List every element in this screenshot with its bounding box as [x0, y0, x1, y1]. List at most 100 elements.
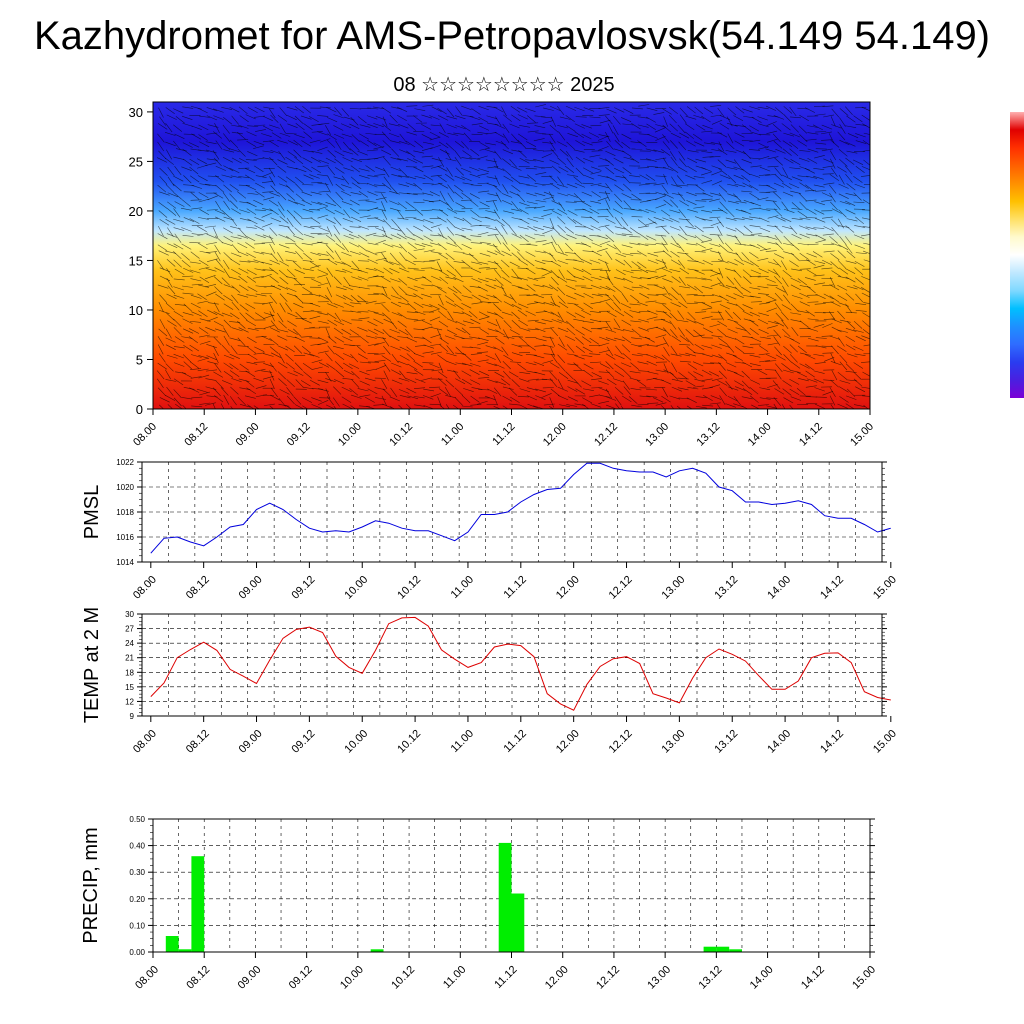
wind-vector: [157, 387, 166, 397]
wind-vector: [645, 174, 656, 181]
y-tick-label: 20: [129, 204, 143, 219]
wind-vector: [774, 388, 785, 395]
wind-vector: [182, 292, 194, 295]
wind-vector: [349, 344, 361, 347]
wind-vector: [534, 250, 546, 254]
wind-vector: [188, 336, 198, 344]
wind-vector: [527, 378, 539, 381]
wind-vector: [493, 106, 504, 113]
wind-vector: [799, 252, 809, 260]
wind-vector: [614, 167, 625, 174]
wind-vector: [478, 267, 490, 269]
y-tick-label: 12: [125, 697, 134, 706]
wind-vector: [382, 140, 392, 149]
wind-vector: [487, 302, 499, 304]
wind-vector: [869, 226, 870, 228]
wind-vector: [390, 278, 401, 283]
wind-vector: [790, 242, 800, 251]
wind-vector: [766, 334, 779, 337]
wind-vector: [679, 107, 688, 117]
wind-vector: [477, 232, 489, 236]
wind-vector: [173, 294, 185, 299]
wind-vector: [663, 346, 670, 357]
wind-vector: [765, 173, 777, 176]
wind-vector: [214, 328, 226, 333]
wind-vector: [566, 404, 578, 407]
wind-vector: [287, 320, 297, 327]
wind-vector: [229, 312, 240, 320]
wind-vector: [413, 218, 425, 222]
wind-vector: [749, 157, 761, 160]
wind-vector: [382, 312, 391, 321]
wind-vector: [190, 376, 202, 379]
wind-vector: [822, 259, 833, 266]
wind-vector: [413, 353, 425, 358]
x-tick-label: 09.12: [290, 574, 318, 602]
wind-vector: [191, 184, 203, 189]
wind-vector: [655, 234, 667, 237]
wind-vector: [813, 353, 825, 357]
wind-vector: [406, 227, 415, 236]
wind-vector: [671, 276, 681, 284]
wind-vector: [205, 149, 217, 154]
wind-vector: [542, 336, 554, 339]
wind-vector: [767, 384, 778, 388]
y-tick-label: 18: [125, 668, 134, 677]
wind-vector: [375, 239, 386, 245]
wind-vector: [733, 372, 745, 378]
wind-vector: [350, 251, 361, 255]
wind-vector: [742, 361, 753, 368]
wind-vector: [158, 328, 168, 337]
wind-vector: [254, 368, 266, 372]
wind-vector: [582, 276, 593, 282]
wind-vector: [246, 336, 257, 344]
wind-vector: [741, 159, 753, 164]
wind-vector: [615, 252, 627, 258]
wind-vector: [292, 261, 302, 269]
wind-vector: [495, 319, 501, 330]
wind-vector: [365, 200, 377, 203]
wind-vector: [741, 396, 753, 400]
wind-vector: [495, 380, 506, 386]
wind-vector: [309, 315, 321, 320]
wind-vector: [333, 406, 337, 409]
wind-vector: [518, 182, 530, 186]
wind-vector: [606, 311, 617, 318]
wind-vector: [422, 225, 433, 232]
wind-vector: [469, 116, 481, 121]
wind-vector: [301, 140, 311, 147]
wind-vector: [359, 124, 371, 128]
wind-vector: [295, 123, 305, 131]
wind-vector: [783, 114, 792, 123]
wind-vector: [382, 242, 394, 248]
wind-vector: [861, 166, 870, 171]
wind-vector: [733, 269, 742, 278]
wind-vector: [445, 261, 455, 269]
wind-vector: [701, 378, 713, 381]
y-tick-label: 1022: [116, 458, 134, 467]
wind-vector: [239, 157, 250, 164]
wind-vector: [189, 269, 201, 274]
wind-vector: [199, 402, 211, 405]
wind-vector: [669, 209, 681, 214]
wind-vector: [311, 359, 323, 364]
wind-vector: [229, 276, 241, 281]
wind-vector: [815, 337, 827, 339]
wind-vector: [382, 167, 390, 178]
wind-vector: [367, 123, 378, 128]
wind-vector: [703, 395, 713, 402]
wind-vector: [246, 319, 256, 327]
wind-vector: [239, 363, 249, 371]
wind-vector: [702, 192, 713, 198]
wind-vector: [653, 319, 666, 321]
wind-vector: [165, 363, 174, 372]
wind-vector: [535, 104, 546, 108]
wind-vector: [567, 386, 578, 392]
wind-vector: [165, 107, 175, 115]
wind-vector: [253, 361, 265, 363]
wind-vector: [758, 345, 769, 352]
wind-vector: [655, 334, 667, 339]
wind-vector: [285, 302, 293, 312]
wind-vector: [630, 388, 642, 391]
wind-vector: [549, 397, 555, 408]
